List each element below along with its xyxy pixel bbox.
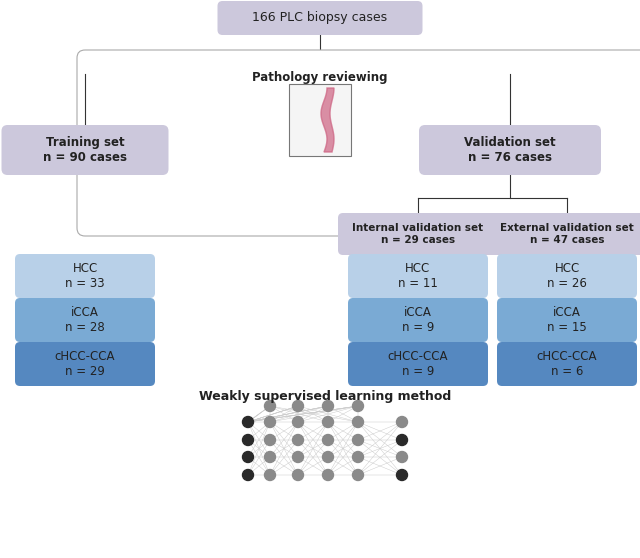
- FancyBboxPatch shape: [338, 213, 498, 255]
- Circle shape: [292, 401, 303, 411]
- Text: Validation set
n = 76 cases: Validation set n = 76 cases: [464, 136, 556, 164]
- Circle shape: [292, 435, 303, 445]
- FancyBboxPatch shape: [497, 342, 637, 386]
- Text: cHCC-CCA
n = 6: cHCC-CCA n = 6: [537, 350, 597, 378]
- Text: HCC
n = 11: HCC n = 11: [398, 262, 438, 290]
- Circle shape: [323, 401, 333, 411]
- Circle shape: [264, 451, 275, 463]
- Circle shape: [243, 416, 253, 427]
- Text: 166 PLC biopsy cases: 166 PLC biopsy cases: [252, 12, 388, 25]
- FancyBboxPatch shape: [289, 84, 351, 156]
- Polygon shape: [321, 88, 334, 152]
- Circle shape: [264, 469, 275, 480]
- Circle shape: [292, 451, 303, 463]
- Polygon shape: [321, 88, 334, 152]
- FancyBboxPatch shape: [15, 342, 155, 386]
- Text: cHCC-CCA
n = 9: cHCC-CCA n = 9: [388, 350, 448, 378]
- Circle shape: [243, 451, 253, 463]
- Circle shape: [353, 435, 364, 445]
- FancyBboxPatch shape: [419, 125, 601, 175]
- Text: HCC
n = 26: HCC n = 26: [547, 262, 587, 290]
- Circle shape: [243, 469, 253, 480]
- Text: Training set
n = 90 cases: Training set n = 90 cases: [43, 136, 127, 164]
- Text: HCC
n = 33: HCC n = 33: [65, 262, 105, 290]
- FancyBboxPatch shape: [487, 213, 640, 255]
- FancyBboxPatch shape: [218, 1, 422, 35]
- Text: iCCA
n = 9: iCCA n = 9: [402, 306, 434, 334]
- Circle shape: [243, 435, 253, 445]
- FancyBboxPatch shape: [348, 298, 488, 342]
- Circle shape: [353, 469, 364, 480]
- FancyBboxPatch shape: [497, 298, 637, 342]
- Circle shape: [323, 416, 333, 427]
- FancyBboxPatch shape: [348, 342, 488, 386]
- Text: cHCC-CCA
n = 29: cHCC-CCA n = 29: [55, 350, 115, 378]
- Text: Pathology reviewing: Pathology reviewing: [252, 71, 388, 84]
- FancyBboxPatch shape: [348, 254, 488, 298]
- Circle shape: [397, 416, 408, 427]
- Circle shape: [292, 469, 303, 480]
- FancyBboxPatch shape: [15, 254, 155, 298]
- FancyBboxPatch shape: [15, 298, 155, 342]
- Circle shape: [292, 416, 303, 427]
- FancyBboxPatch shape: [77, 50, 640, 236]
- FancyBboxPatch shape: [1, 125, 168, 175]
- Circle shape: [264, 401, 275, 411]
- Circle shape: [397, 469, 408, 480]
- Text: Weakly supervised learning method: Weakly supervised learning method: [199, 390, 451, 403]
- Circle shape: [323, 451, 333, 463]
- Circle shape: [397, 435, 408, 445]
- Circle shape: [397, 451, 408, 463]
- Circle shape: [323, 469, 333, 480]
- Text: Internal validation set
n = 29 cases: Internal validation set n = 29 cases: [353, 223, 484, 245]
- Circle shape: [353, 401, 364, 411]
- Circle shape: [353, 416, 364, 427]
- FancyBboxPatch shape: [497, 254, 637, 298]
- Circle shape: [264, 435, 275, 445]
- Text: iCCA
n = 15: iCCA n = 15: [547, 306, 587, 334]
- Circle shape: [323, 435, 333, 445]
- Text: iCCA
n = 28: iCCA n = 28: [65, 306, 105, 334]
- Circle shape: [264, 416, 275, 427]
- Circle shape: [353, 451, 364, 463]
- Text: External validation set
n = 47 cases: External validation set n = 47 cases: [500, 223, 634, 245]
